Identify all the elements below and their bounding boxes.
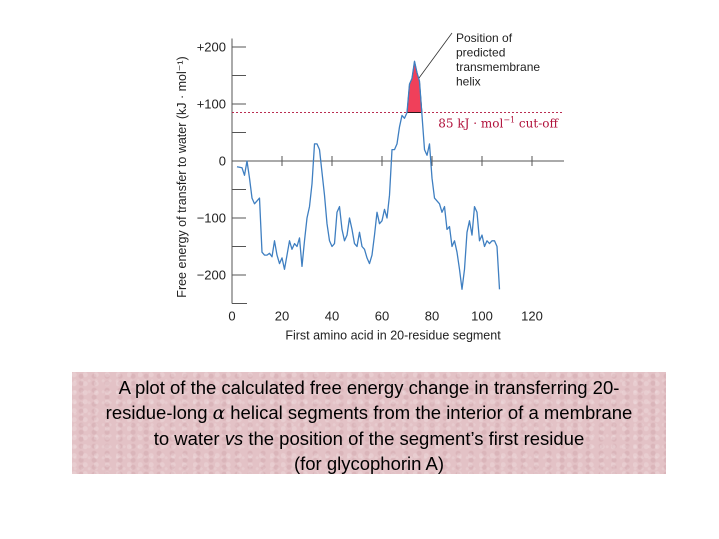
caption-line-1: A plot of the calculated free energy cha… (118, 377, 620, 398)
x-tick-label: 120 (521, 309, 543, 324)
y-tick-label: −200 (197, 268, 226, 283)
y-tick-label: +200 (197, 40, 226, 55)
cutoff-label: 85 kJ · mol−1 cut-off (438, 116, 559, 131)
alpha-symbol: α (212, 403, 226, 424)
y-tick-label: +100 (197, 97, 226, 112)
x-tick-label: 100 (471, 309, 493, 324)
caption-vs: vs (224, 428, 244, 449)
y-tick-label: 0 (219, 154, 226, 169)
free-energy-chart: +200 +100 0 −100 −200 0 20 40 60 80 100 120 First am… (175, 31, 564, 343)
helix-annotation-line: helix (456, 75, 481, 89)
free-energy-line (236, 60, 501, 290)
x-tick-label: 40 (325, 309, 339, 324)
x-axis-title: First amino acid in 20-residue segment (285, 329, 501, 343)
caption-line-2-start: residue-long (105, 402, 213, 423)
y-axis-title: Free energy of transfer to water (kJ · m… (175, 56, 189, 297)
caption-line-3: to water vs the position of the segment’… (78, 426, 660, 451)
y-tick-label: −100 (197, 211, 226, 226)
caption-line-3-start: to water (153, 428, 225, 449)
annotation-pointer (418, 32, 453, 79)
x-tick-label: 0 (228, 309, 235, 324)
caption-line-3-end: the position of the segment’s first resi… (243, 428, 585, 449)
caption-line-2-end: helical segments from the interior of a … (225, 402, 633, 423)
x-tick-label: 20 (275, 309, 289, 324)
x-tick-label: 80 (425, 309, 439, 324)
helix-annotation-line: predicted (456, 46, 505, 60)
caption-box: A plot of the calculated free energy cha… (72, 372, 666, 474)
x-tick-label: 60 (375, 309, 389, 324)
caption-line-2: residue-long α helical segments from the… (78, 400, 660, 426)
helix-annotation-line: Position of (456, 31, 513, 45)
helix-annotation-line: transmembrane (456, 60, 540, 74)
caption-line-4: (for glycophorin A) (293, 453, 445, 474)
